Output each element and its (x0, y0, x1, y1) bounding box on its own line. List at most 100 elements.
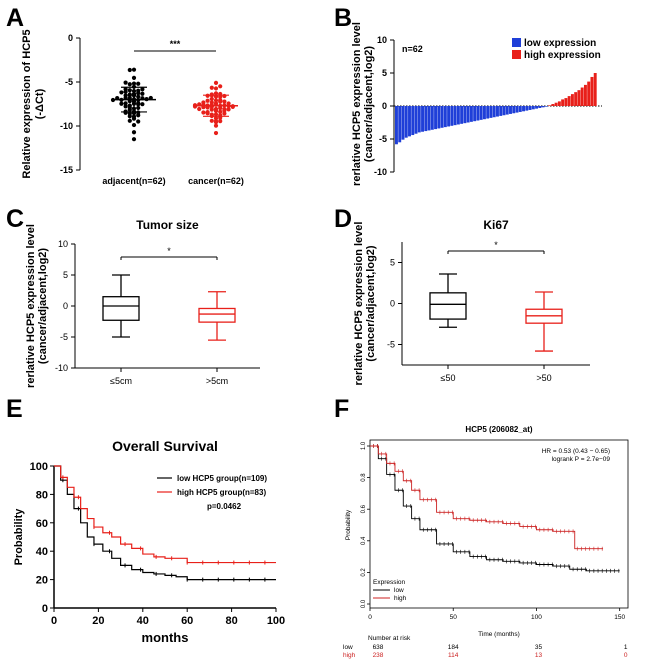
data-bar (551, 104, 555, 106)
data-point (222, 108, 227, 113)
risk-count: 0 (624, 652, 628, 659)
data-bar (489, 106, 493, 118)
data-bar (401, 106, 405, 140)
data-point (136, 101, 141, 106)
panel-letter-a: A (6, 4, 24, 32)
y-tick-label: -10 (55, 363, 68, 373)
data-point (213, 91, 219, 96)
y-tick-label: 5 (390, 258, 395, 268)
y-tick-label: -5 (387, 340, 395, 350)
panel-f-chart: HCP5 (206082_at)1.00.80.60.40.20.00 50 100… (343, 425, 629, 659)
data-point (119, 101, 124, 106)
x-category-label: >50 (536, 373, 551, 383)
data-bar (557, 101, 561, 106)
legend-label: low HCP5 group(n=109) (177, 474, 267, 483)
data-point (218, 119, 223, 124)
data-point (131, 137, 137, 142)
data-bar (408, 106, 411, 137)
x-category-label: ≤5cm (110, 376, 132, 386)
data-point (131, 67, 137, 72)
data-point (218, 106, 223, 111)
x-axis-title: Time (months) (478, 631, 520, 638)
y-tick-label: 10 (58, 239, 68, 249)
legend-title: Expression (373, 579, 406, 586)
data-bar (505, 106, 509, 115)
data-point (226, 107, 231, 112)
x-axis-title: months (142, 630, 189, 645)
plot-frame (369, 439, 629, 609)
data-point (136, 105, 141, 111)
data-point (140, 87, 145, 92)
data-bar (502, 106, 506, 116)
data-bar (443, 106, 447, 128)
data-bar (593, 73, 597, 106)
chart-title: Overall Survival (112, 438, 218, 454)
panel-letter-c: C (6, 205, 24, 233)
panel-letter-f: F (334, 395, 349, 423)
hr-label: HR = 0.53 (0.43 − 0.65) (542, 448, 610, 455)
survival-curve (370, 445, 620, 572)
y-axis-title-line1: rerlative HCP5 expression level (351, 22, 363, 186)
data-point (201, 110, 206, 115)
panel-b-chart: 10 5 0 -5 -10 rerlative HCP5 expression level… (351, 22, 602, 186)
data-point (222, 93, 227, 99)
data-point (123, 101, 128, 106)
legend-label: high (394, 595, 407, 602)
data-point (209, 85, 214, 90)
data-point (213, 86, 219, 91)
box-iqr (102, 296, 140, 321)
data-bar (570, 94, 574, 106)
data-point (218, 98, 223, 103)
data-point (123, 80, 128, 85)
y-tick-label: 1.0 (361, 441, 367, 450)
y-tick-label: 60 (36, 518, 48, 530)
x-category-label: adjacent(n=62) (102, 176, 165, 186)
x-tick-label: 50 (450, 614, 458, 621)
y-tick-label: 0.2 (361, 568, 367, 577)
data-point (131, 122, 137, 128)
significance-label: * (494, 240, 498, 250)
data-point (213, 123, 219, 128)
data-bar (473, 106, 477, 122)
data-point (136, 81, 141, 86)
x-tick-label: 80 (225, 615, 237, 627)
data-point (127, 67, 132, 73)
legend-label: high expression (524, 50, 601, 61)
y-tick-label: 5 (382, 68, 387, 78)
data-bar (437, 106, 441, 129)
data-point (218, 109, 223, 114)
data-bar (398, 106, 402, 143)
data-bar (476, 106, 480, 121)
y-tick-label: 0.4 (361, 536, 367, 545)
significance-label: * (167, 246, 171, 256)
y-tick-label: 10 (377, 35, 387, 45)
data-bar (466, 106, 470, 123)
risk-count: 638 (373, 644, 384, 651)
x-category-label: cancer(n=62) (188, 176, 244, 186)
data-bar (492, 106, 496, 118)
chart-title: Ki67 (483, 218, 509, 232)
data-bar (427, 106, 431, 131)
logrank-label: logrank P = 2.7e−09 (552, 456, 611, 463)
y-tick-label: -5 (65, 77, 73, 87)
legend-label: high HCP5 group(n=83) (177, 488, 266, 497)
box-iqr (429, 292, 467, 320)
y-axis-title-line1: Relative expression of HCP5 (21, 29, 33, 178)
y-tick-label: -15 (60, 165, 73, 175)
y-axis-title-line2: (-ΔCt) (34, 88, 46, 119)
box-iqr (198, 307, 236, 323)
risk-count: 13 (535, 652, 543, 659)
x-tick-label: 0 (51, 615, 57, 627)
y-axis-title-line2: (cancer/adjacent,log2) (363, 46, 375, 162)
legend-swatch (512, 38, 521, 47)
data-point (127, 82, 132, 87)
data-point (127, 114, 132, 119)
risk-count: 238 (373, 652, 384, 659)
data-bar (538, 106, 542, 108)
y-tick-label: 5 (63, 270, 68, 280)
data-bar (434, 106, 438, 130)
data-point (136, 91, 141, 96)
risk-row-label: high (343, 652, 356, 659)
x-tick-label: 0 (368, 614, 372, 621)
data-point (136, 119, 141, 124)
